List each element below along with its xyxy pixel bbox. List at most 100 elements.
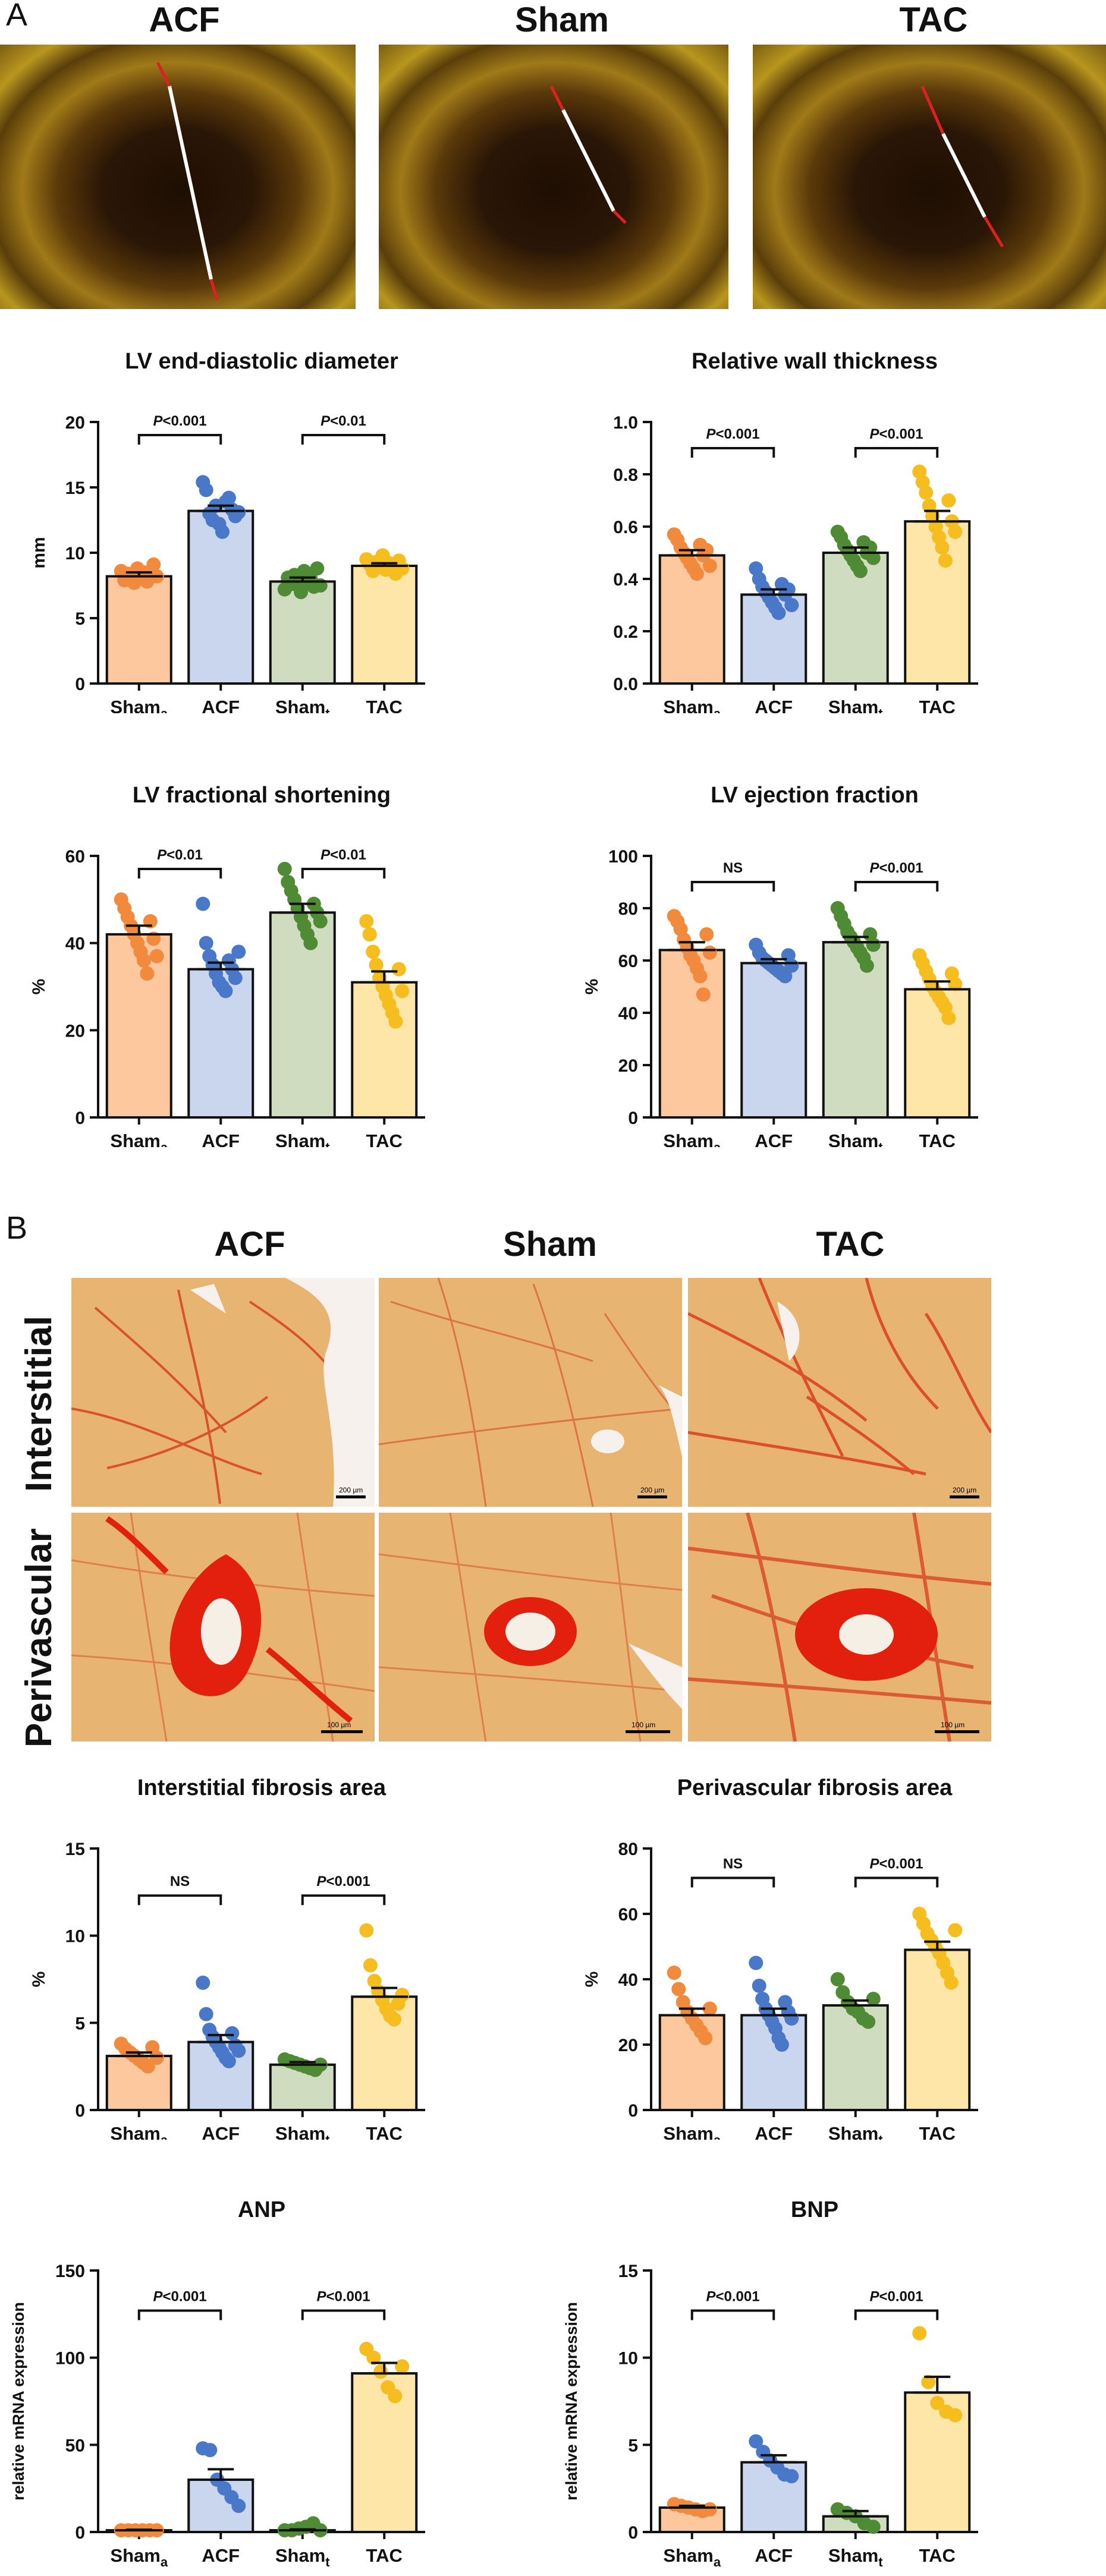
- row-label-perivascular: Perivascular: [18, 1528, 59, 1747]
- data-point: [221, 490, 236, 505]
- chart-title: Interstitial fibrosis area: [137, 1775, 387, 1800]
- data-point: [861, 2014, 876, 2029]
- significance-bracket: [690, 447, 775, 458]
- data-point: [387, 2012, 401, 2027]
- significance-bracket: [690, 881, 775, 892]
- bar: [351, 2372, 418, 2533]
- data-point: [771, 606, 786, 621]
- data-point: [948, 977, 963, 991]
- x-tick-label: ACF: [755, 697, 793, 713]
- data-point: [702, 559, 717, 573]
- significance-bracket: [137, 868, 222, 878]
- bar: [269, 911, 336, 1119]
- significance-label: NS: [723, 1856, 743, 1872]
- histo-interstitial-tac: 200 µm: [688, 1278, 991, 1507]
- histo-title-acf: ACF: [214, 1225, 285, 1264]
- significance-label: P<0.001: [706, 426, 759, 442]
- y-tick-label: 0: [75, 2101, 85, 2121]
- y-axis-label: %: [29, 1972, 49, 1988]
- data-point: [784, 958, 799, 973]
- y-tick-label: 60: [618, 952, 638, 971]
- x-tick-label: Shamt: [275, 1130, 330, 1147]
- chart-relative-wall-thickness: Relative wall thickness 0.0 0.2 0.4 0.6 0.8 1.…: [613, 349, 978, 713]
- scale-label: 200 µm: [953, 1486, 977, 1494]
- data-point: [310, 561, 325, 576]
- x-tick-label: Shamt: [275, 2545, 330, 2568]
- y-tick-label: 20: [618, 1056, 638, 1076]
- echo-image-acf: [0, 45, 356, 309]
- significance-bracket: [137, 1894, 222, 1906]
- x-tick-label: Shama: [663, 697, 721, 713]
- data-point: [366, 944, 381, 959]
- data-point: [752, 1979, 766, 1993]
- data-point: [938, 553, 953, 568]
- data-point: [919, 485, 934, 500]
- scale-bar: [637, 1495, 667, 1498]
- x-tick-label: ACF: [755, 2545, 793, 2566]
- y-tick-label: 40: [65, 934, 85, 954]
- data-point: [930, 2395, 945, 2410]
- data-point: [702, 945, 717, 960]
- significance-label: P<0.01: [157, 847, 203, 863]
- data-point: [221, 2054, 236, 2068]
- data-point: [391, 962, 406, 977]
- y-tick-label: 20: [65, 413, 85, 433]
- data-point: [215, 524, 230, 539]
- y-tick-label: 80: [618, 1840, 638, 1859]
- data-point: [702, 2502, 717, 2517]
- bar: [105, 575, 172, 685]
- significance-label: P<0.01: [321, 847, 366, 863]
- histo-interstitial-sham: 200 µm: [379, 1278, 682, 1507]
- data-point: [359, 1923, 374, 1938]
- bar: [740, 962, 807, 1119]
- significance-label: P<0.001: [869, 860, 923, 876]
- data-point: [388, 1014, 403, 1029]
- data-point: [941, 1010, 956, 1025]
- data-point: [136, 953, 151, 968]
- scale-bar: [626, 1730, 670, 1733]
- y-tick-label: 0: [75, 2523, 85, 2543]
- echo-image-sham: [379, 45, 728, 309]
- data-point: [702, 2001, 717, 2016]
- data-point: [912, 2326, 927, 2341]
- data-point: [231, 944, 246, 959]
- bar: [187, 509, 254, 685]
- y-tick-label: 0: [75, 675, 85, 694]
- chart-lv-fractional-shortening: LV fractional shortening% 0 20 40 60 Shama ACF…: [29, 783, 425, 1147]
- data-point: [303, 936, 318, 950]
- chart-anp: ANP relative mRNA expression 0 50 100 150 Sham…: [10, 2197, 425, 2568]
- chart-lv-ejection-fraction: LV ejection fraction% 0 20 40 60 80 100 Shama AC…: [582, 783, 978, 1147]
- y-tick-label: 40: [618, 1970, 638, 1990]
- bar: [822, 941, 889, 1119]
- data-point: [859, 958, 874, 973]
- row-label-interstitial: Interstitial: [18, 1315, 59, 1492]
- chart-title: LV ejection fraction: [711, 783, 919, 808]
- y-tick-label: 150: [55, 2262, 85, 2281]
- data-point: [149, 2051, 164, 2065]
- significance-bracket: [854, 447, 939, 458]
- x-tick-label: Shama: [110, 2545, 168, 2568]
- data-point: [231, 2499, 246, 2513]
- y-tick-label: 60: [65, 847, 85, 867]
- scale-bar: [935, 1730, 979, 1733]
- data-point: [395, 1988, 410, 2002]
- x-tick-label: ACF: [202, 697, 240, 713]
- significance-bracket: [854, 881, 939, 892]
- significance-bracket: [301, 2309, 386, 2320]
- data-point: [784, 2011, 799, 2026]
- data-point: [699, 927, 714, 941]
- y-tick-label: 5: [75, 2014, 85, 2033]
- data-point: [149, 949, 164, 963]
- x-tick-label: ACF: [202, 1130, 240, 1147]
- data-point: [774, 2038, 789, 2052]
- significance-label: P<0.001: [316, 1873, 370, 1890]
- significance-label: P<0.01: [321, 413, 366, 429]
- x-tick-label: Shama: [110, 1130, 168, 1147]
- histo-perivascular-tac: 100 µm: [688, 1513, 991, 1742]
- scale-bar: [950, 1495, 979, 1498]
- data-point: [941, 493, 956, 508]
- y-tick-label: 20: [618, 2036, 638, 2055]
- y-tick-label: 0: [75, 1109, 85, 1128]
- y-tick-label: 100: [608, 847, 638, 867]
- data-point: [199, 2007, 213, 2021]
